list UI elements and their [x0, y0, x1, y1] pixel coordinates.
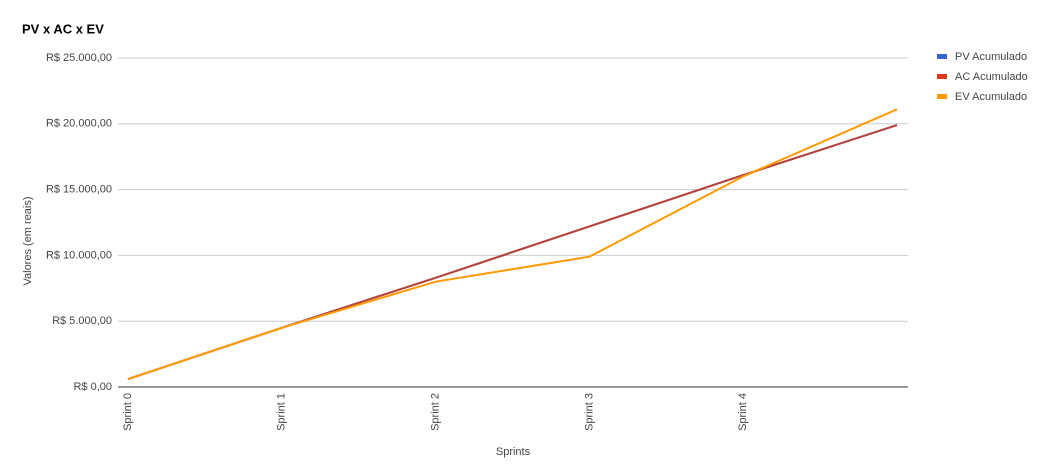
- y-tick-label: R$ 10.000,00: [46, 249, 112, 261]
- x-tick-label: Sprint 3: [583, 393, 595, 431]
- x-tick-label: Sprint 4: [737, 393, 749, 431]
- x-tick-label: Sprint 0: [122, 393, 134, 431]
- legend-swatch: [937, 74, 947, 79]
- y-tick-label: R$ 5.000,00: [52, 315, 112, 327]
- legend-swatch: [937, 94, 947, 99]
- legend-label: EV Acumulado: [955, 91, 1027, 103]
- x-axis-label: Sprints: [496, 446, 531, 458]
- x-tick-label: Sprint 2: [430, 393, 442, 431]
- y-tick-label: R$ 0,00: [73, 381, 112, 393]
- series-line: [127, 108, 898, 381]
- chart-title: PV x AC x EV: [22, 21, 104, 36]
- x-tick-label: Sprint 1: [276, 393, 288, 431]
- y-tick-label: R$ 20.000,00: [46, 118, 112, 130]
- legend-swatch: [937, 54, 947, 59]
- y-axis-label: Valores (em reais): [22, 196, 34, 285]
- legend-label: PV Acumulado: [955, 51, 1027, 63]
- y-tick-label: R$ 15.000,00: [46, 184, 112, 196]
- y-tick-label: R$ 25.000,00: [46, 52, 112, 64]
- legend-label: AC Acumulado: [955, 71, 1028, 83]
